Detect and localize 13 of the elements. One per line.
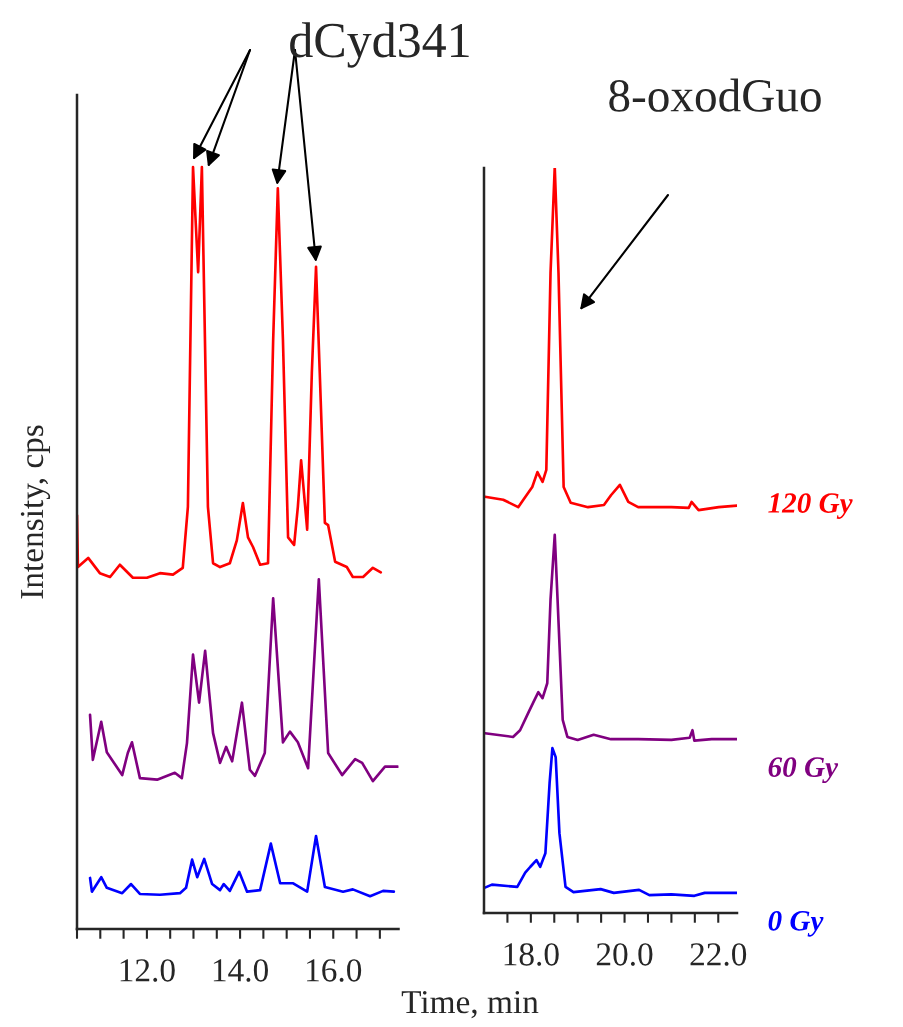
x-axis-title: Time, min	[401, 990, 539, 1019]
x-tick-label: 22.0	[690, 943, 747, 966]
series-label: 0 Gy	[768, 910, 824, 937]
x-tick-label: 16.0	[307, 959, 362, 982]
series-label: 120 Gy	[768, 493, 853, 519]
series-label: 60 Gy	[768, 757, 839, 783]
x-tick-label: 18.0	[504, 943, 559, 966]
text: 8-oxodGuo	[609, 78, 821, 112]
text: dCyd341	[290, 22, 469, 68]
x-tick-label: 20.0	[596, 943, 653, 966]
x-tick-label: 14.0	[213, 959, 268, 982]
x-tick-label: 12.0	[120, 959, 175, 982]
y-axis-title: Intensity, cps	[20, 425, 51, 599]
